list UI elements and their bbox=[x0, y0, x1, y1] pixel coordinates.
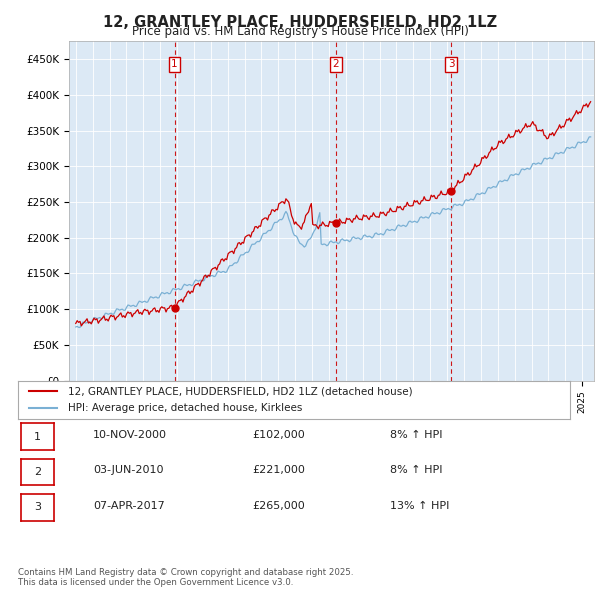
Text: 1: 1 bbox=[34, 432, 41, 441]
Text: 12, GRANTLEY PLACE, HUDDERSFIELD, HD2 1LZ (detached house): 12, GRANTLEY PLACE, HUDDERSFIELD, HD2 1L… bbox=[68, 386, 412, 396]
Text: 10-NOV-2000: 10-NOV-2000 bbox=[93, 430, 167, 440]
Text: Contains HM Land Registry data © Crown copyright and database right 2025.
This d: Contains HM Land Registry data © Crown c… bbox=[18, 568, 353, 587]
Text: Price paid vs. HM Land Registry's House Price Index (HPI): Price paid vs. HM Land Registry's House … bbox=[131, 25, 469, 38]
Text: 13% ↑ HPI: 13% ↑ HPI bbox=[390, 501, 449, 510]
Text: £265,000: £265,000 bbox=[252, 501, 305, 510]
Text: 2: 2 bbox=[34, 467, 41, 477]
Text: 07-APR-2017: 07-APR-2017 bbox=[93, 501, 165, 510]
Text: 2: 2 bbox=[333, 59, 340, 69]
Text: £221,000: £221,000 bbox=[252, 466, 305, 475]
Text: 3: 3 bbox=[448, 59, 455, 69]
Text: 12, GRANTLEY PLACE, HUDDERSFIELD, HD2 1LZ: 12, GRANTLEY PLACE, HUDDERSFIELD, HD2 1L… bbox=[103, 15, 497, 30]
Text: £102,000: £102,000 bbox=[252, 430, 305, 440]
Text: 03-JUN-2010: 03-JUN-2010 bbox=[93, 466, 163, 475]
Text: 8% ↑ HPI: 8% ↑ HPI bbox=[390, 466, 443, 475]
Text: 1: 1 bbox=[171, 59, 178, 69]
Text: HPI: Average price, detached house, Kirklees: HPI: Average price, detached house, Kirk… bbox=[68, 403, 302, 413]
Text: 3: 3 bbox=[34, 503, 41, 512]
Text: 8% ↑ HPI: 8% ↑ HPI bbox=[390, 430, 443, 440]
